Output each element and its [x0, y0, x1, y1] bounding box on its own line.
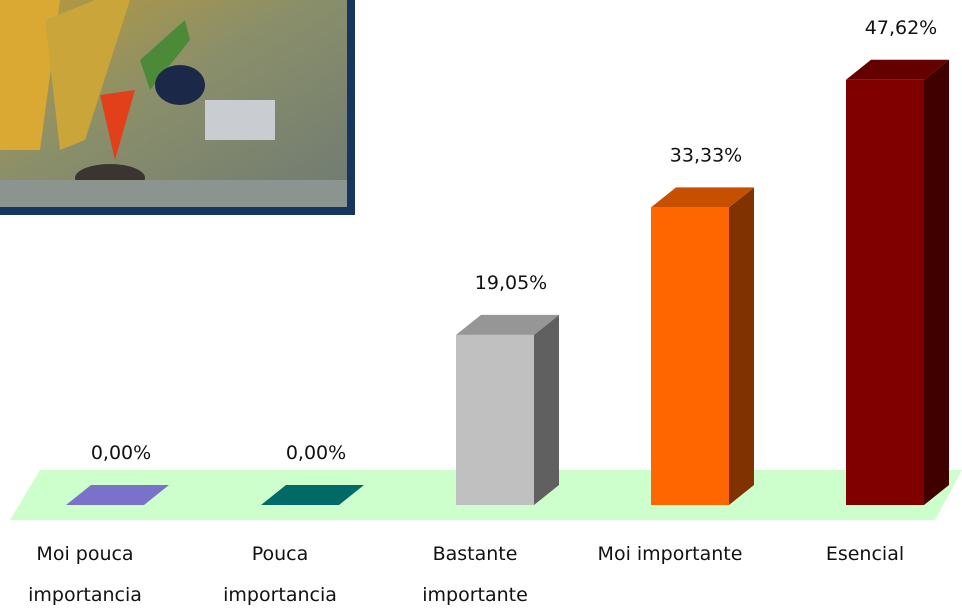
photo — [0, 0, 355, 215]
bar-side — [534, 314, 559, 505]
bar-front — [846, 79, 924, 505]
value-label: 19,05% — [475, 272, 547, 294]
category-label: Esencial — [825, 543, 905, 565]
bar-front — [651, 207, 729, 505]
bar-top — [66, 485, 169, 505]
bar-side — [924, 59, 949, 506]
category-label: Bastante importante — [422, 543, 528, 606]
category-label: Moi importante — [597, 543, 743, 565]
value-label: 47,62% — [865, 17, 937, 39]
category-label: Pouca importancia — [223, 543, 337, 606]
value-label: 33,33% — [670, 144, 742, 166]
bar-side — [729, 187, 754, 505]
category-label: Moi pouca importancia — [28, 543, 142, 606]
bar-top — [456, 314, 559, 335]
value-label: 0,00% — [286, 442, 346, 464]
bar-top — [846, 59, 949, 80]
bar-top — [651, 187, 754, 208]
value-label: 0,00% — [91, 442, 151, 464]
bar-top — [261, 485, 364, 505]
bar-front — [456, 334, 534, 505]
